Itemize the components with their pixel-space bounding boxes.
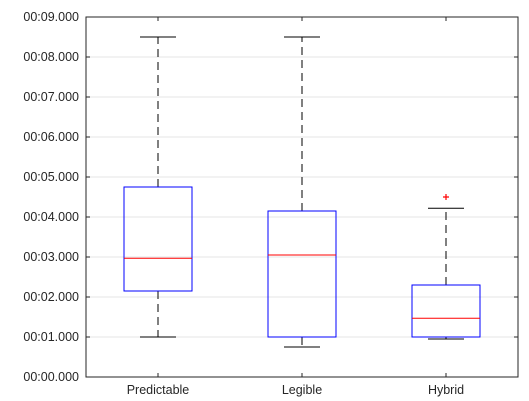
iqr-box xyxy=(267,210,337,338)
y-tick-label: 00:02.000 xyxy=(23,290,79,304)
y-tick-label: 00:00.000 xyxy=(23,370,79,384)
axes xyxy=(85,16,519,378)
iqr-box xyxy=(411,284,481,338)
y-tick-label: 00:03.000 xyxy=(23,250,79,264)
x-tick-label: Predictable xyxy=(127,383,190,397)
y-tick-label: 00:09.000 xyxy=(23,10,79,24)
x-tick-label: Legible xyxy=(282,383,322,397)
x-tick-label: Hybrid xyxy=(428,383,464,397)
outlier-marker xyxy=(443,194,449,200)
box-legible xyxy=(267,36,337,348)
y-tick-label: 00:07.000 xyxy=(23,90,79,104)
y-tick-label: 00:04.000 xyxy=(23,210,79,224)
iqr-box xyxy=(123,186,193,292)
box-predictable xyxy=(123,36,193,338)
y-tick-label: 00:01.000 xyxy=(23,330,79,344)
tick-labels: 00:00.000 00:01.000 00:02.000 00:03.000 00:0… xyxy=(23,10,464,397)
y-tick-label: 00:06.000 xyxy=(23,130,79,144)
y-tick-label: 00:05.000 xyxy=(23,170,79,184)
boxes xyxy=(123,36,481,348)
box-hybrid xyxy=(411,194,481,340)
plot-frame xyxy=(85,16,519,378)
y-tick-label: 00:08.000 xyxy=(23,50,79,64)
